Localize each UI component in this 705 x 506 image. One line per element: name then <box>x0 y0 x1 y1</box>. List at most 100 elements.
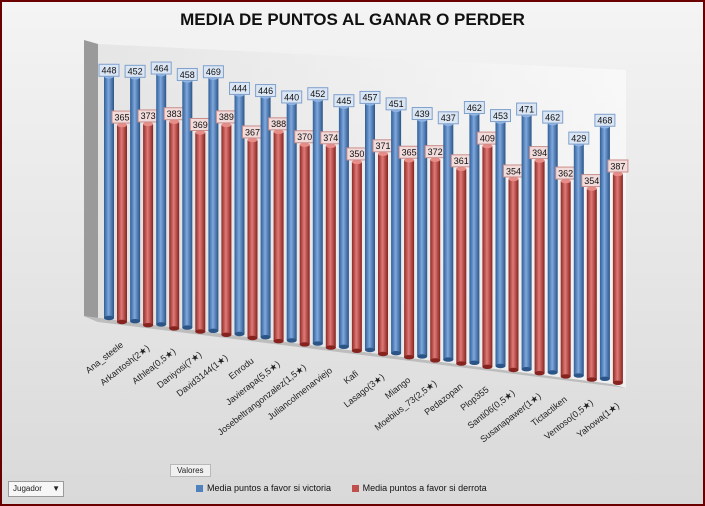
bar-victoria-base <box>234 331 245 337</box>
category-label: Kafi <box>342 368 360 385</box>
bar-victoria <box>547 123 558 373</box>
data-label-derrota: 383 <box>167 109 182 119</box>
data-label-derrota-group: 354 <box>503 164 524 178</box>
data-label-derrota: 354 <box>506 166 521 176</box>
bar-derrota-cap <box>586 186 597 191</box>
data-label-victoria-box <box>124 64 146 78</box>
data-label-victoria-box <box>281 90 303 104</box>
jugador-field-label: Jugador <box>13 484 42 493</box>
bar-derrota-base <box>169 326 180 331</box>
triangle-down-icon[interactable]: ▼ <box>52 484 60 493</box>
data-label-derrota-group: 365 <box>111 110 133 124</box>
bar-victoria-base <box>260 335 271 340</box>
data-label-victoria-box <box>594 113 616 127</box>
bar-victoria <box>495 121 506 366</box>
legend-label-derrota: Media puntos a favor si derrota <box>362 483 487 493</box>
bar-derrota-cap <box>482 143 493 149</box>
bar-derrota <box>299 144 310 345</box>
data-label-derrota: 389 <box>219 112 234 122</box>
data-label-derrota-group: 389 <box>215 110 237 124</box>
data-label-victoria-group: 448 <box>98 63 120 77</box>
data-label-victoria: 451 <box>389 99 404 109</box>
data-label-victoria: 468 <box>597 116 612 126</box>
bar-victoria <box>156 74 167 325</box>
data-label-victoria-group: 462 <box>542 110 564 124</box>
bar-victoria-base <box>208 328 219 333</box>
data-label-victoria: 462 <box>467 103 482 113</box>
bar-victoria-base <box>547 370 558 375</box>
data-label-victoria-box <box>176 67 198 81</box>
bar-derrota-cap <box>117 122 127 128</box>
bar-derrota-base <box>560 374 571 379</box>
data-label-victoria: 439 <box>415 109 430 119</box>
bar-derrota-base <box>117 319 127 325</box>
bar-derrota-cap <box>508 176 519 182</box>
bar-victoria-base <box>521 367 532 372</box>
data-label-victoria-box <box>229 81 250 95</box>
data-label-derrota-group: 354 <box>581 174 603 188</box>
data-label-victoria-box <box>333 94 355 108</box>
data-label-victoria-box <box>98 63 120 77</box>
data-label-victoria-box <box>385 97 407 111</box>
bar-derrota-cap <box>534 158 545 163</box>
data-label-derrota-group: 388 <box>268 117 290 131</box>
bar-victoria <box>469 113 480 363</box>
bar-derrota-base <box>351 348 362 353</box>
bar-victoria <box>234 94 245 334</box>
bar-derrota <box>325 145 336 348</box>
bar-victoria-base <box>338 344 349 349</box>
data-label-derrota: 362 <box>558 168 573 178</box>
data-label-victoria-box <box>359 90 381 104</box>
data-label-victoria-box <box>255 84 277 98</box>
bar-derrota <box>117 125 127 322</box>
bar-derrota <box>404 160 415 358</box>
data-label-victoria-box <box>202 65 224 79</box>
legend-label-victoria: Media puntos a favor si victoria <box>207 483 332 493</box>
bar-victoria-base <box>104 315 114 321</box>
legend-item-derrota: Media puntos a favor si derrota <box>351 483 487 493</box>
bar-victoria-base <box>130 319 141 324</box>
bar-derrota-base <box>534 371 545 376</box>
bar-victoria-base <box>599 376 610 381</box>
data-label-derrota: 374 <box>323 133 338 143</box>
bar-derrota-cap <box>404 158 415 163</box>
jugador-field-button[interactable]: Jugador ▼ <box>8 481 64 497</box>
bar-derrota-cap <box>169 119 180 124</box>
data-label-victoria-group: 451 <box>385 97 407 111</box>
bar-derrota <box>534 160 545 374</box>
data-label-victoria-group: 444 <box>229 81 250 95</box>
values-field-button[interactable]: Valores <box>170 464 211 477</box>
bar-derrota-base <box>247 335 258 341</box>
bar-derrota-cap <box>612 171 623 177</box>
data-label-derrota-group: 409 <box>476 131 498 145</box>
bar-victoria <box>391 109 402 354</box>
data-label-derrota-group: 369 <box>189 117 211 131</box>
data-label-derrota: 372 <box>428 147 443 157</box>
bar-victoria-base <box>417 354 428 359</box>
bar-victoria <box>365 103 375 350</box>
bar-victoria-base <box>365 347 375 353</box>
bar-victoria <box>312 99 323 344</box>
data-label-victoria: 448 <box>101 66 116 76</box>
data-label-derrota-box <box>607 159 629 173</box>
data-label-victoria: 444 <box>232 84 247 94</box>
data-label-victoria-group: 458 <box>176 67 198 81</box>
bar-derrota-base <box>299 342 310 347</box>
bar-derrota-base <box>430 358 441 363</box>
bar-derrota-base <box>378 351 388 357</box>
bar-derrota-base <box>456 361 467 366</box>
data-label-derrota-group: 371 <box>372 139 394 153</box>
bar-derrota <box>482 146 493 367</box>
bar-victoria-base <box>469 360 480 365</box>
data-label-derrota: 394 <box>532 148 547 158</box>
bar-victoria <box>573 144 584 376</box>
bar-derrota-cap <box>430 157 441 162</box>
data-label-victoria-group: 457 <box>359 90 381 104</box>
bar-derrota-cap <box>247 137 258 143</box>
data-label-victoria-box <box>307 87 329 101</box>
data-label-derrota-group: 383 <box>163 107 185 121</box>
data-label-derrota: 350 <box>349 149 364 159</box>
bar-victoria <box>286 102 297 341</box>
data-label-derrota-group: 374 <box>320 131 342 145</box>
chart-title: MEDIA DE PUNTOS AL GANAR O PERDER <box>180 10 525 29</box>
